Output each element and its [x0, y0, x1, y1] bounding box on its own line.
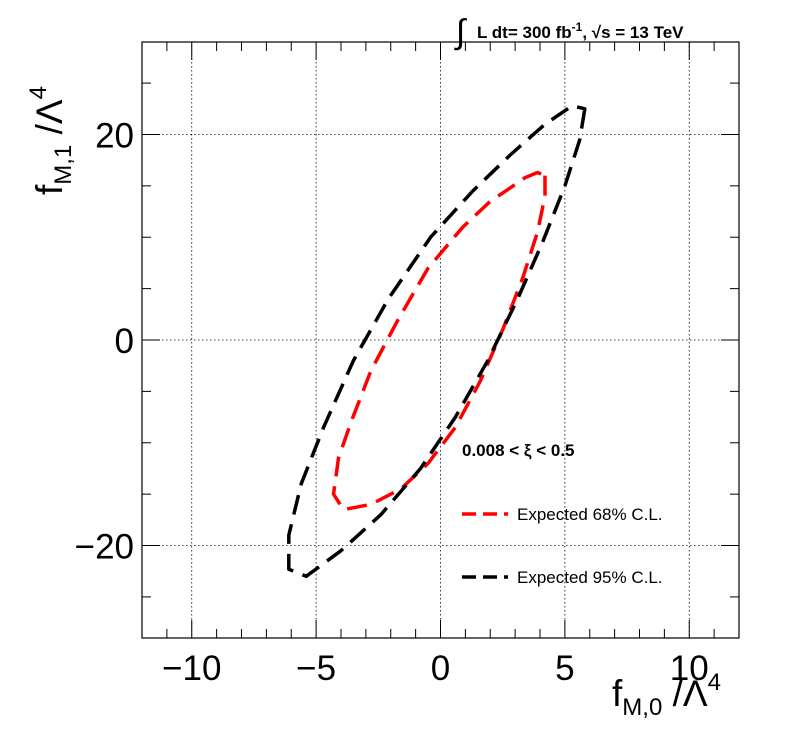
y-tick-labels: −20 0 20: [75, 116, 134, 566]
x-axis-title-exponent: 4: [708, 669, 721, 696]
x-axis-title-rest: /Λ: [662, 673, 708, 714]
contour-series: [287, 103, 587, 579]
contour-95-cl: [287, 103, 587, 579]
y-axis-title-rest: /Λ: [29, 99, 70, 145]
xi-cut-label: 0.008 < ξ < 0.5: [462, 441, 575, 460]
x-tick-label: 0: [431, 649, 450, 688]
luminosity-label: ∫ L dt= 300 fb-1, √s = 13 TeV: [454, 13, 684, 51]
x-axis-title-main: f: [612, 673, 623, 714]
legend: Expected 68% C.L. Expected 95% C.L.: [462, 505, 663, 587]
x-tick-label: 5: [555, 649, 574, 688]
integral-symbol: ∫: [454, 13, 467, 51]
x-tick-labels: −10 −5 0 5 10: [162, 649, 709, 688]
luminosity-prefix: L dt= 300 fb: [477, 23, 572, 42]
legend-label-68: Expected 68% C.L.: [517, 505, 663, 524]
grid-lines: [142, 42, 739, 638]
y-tick-label: 0: [115, 322, 134, 361]
minor-ticks: [141, 42, 740, 638]
y-axis-title-subscript: M,1: [50, 145, 77, 185]
sqrt-s-label: √s: [592, 23, 611, 42]
x-tick-label: −5: [296, 649, 336, 688]
x-axis-title-subscript: M,0: [622, 694, 662, 721]
contour-68-cl: [331, 170, 547, 512]
luminosity-separator: ,: [582, 23, 591, 42]
y-axis-title-main: f: [29, 184, 70, 195]
energy-label: = 13 TeV: [611, 23, 685, 42]
x-axis-title: fM,0 /Λ4: [612, 669, 721, 721]
y-tick-label: 20: [95, 116, 134, 155]
luminosity-text: L dt= 300 fb-1, √s = 13 TeV: [477, 20, 684, 42]
y-axis-title-exponent: 4: [25, 86, 52, 99]
major-ticks: [142, 42, 739, 638]
x-tick-label: −10: [162, 649, 221, 688]
y-axis-title: fM,1 /Λ4: [25, 86, 77, 195]
luminosity-exponent: -1: [572, 20, 583, 34]
y-tick-label: −20: [75, 528, 134, 567]
legend-label-95: Expected 95% C.L.: [517, 568, 663, 587]
x-tick-label: 10: [670, 649, 709, 688]
